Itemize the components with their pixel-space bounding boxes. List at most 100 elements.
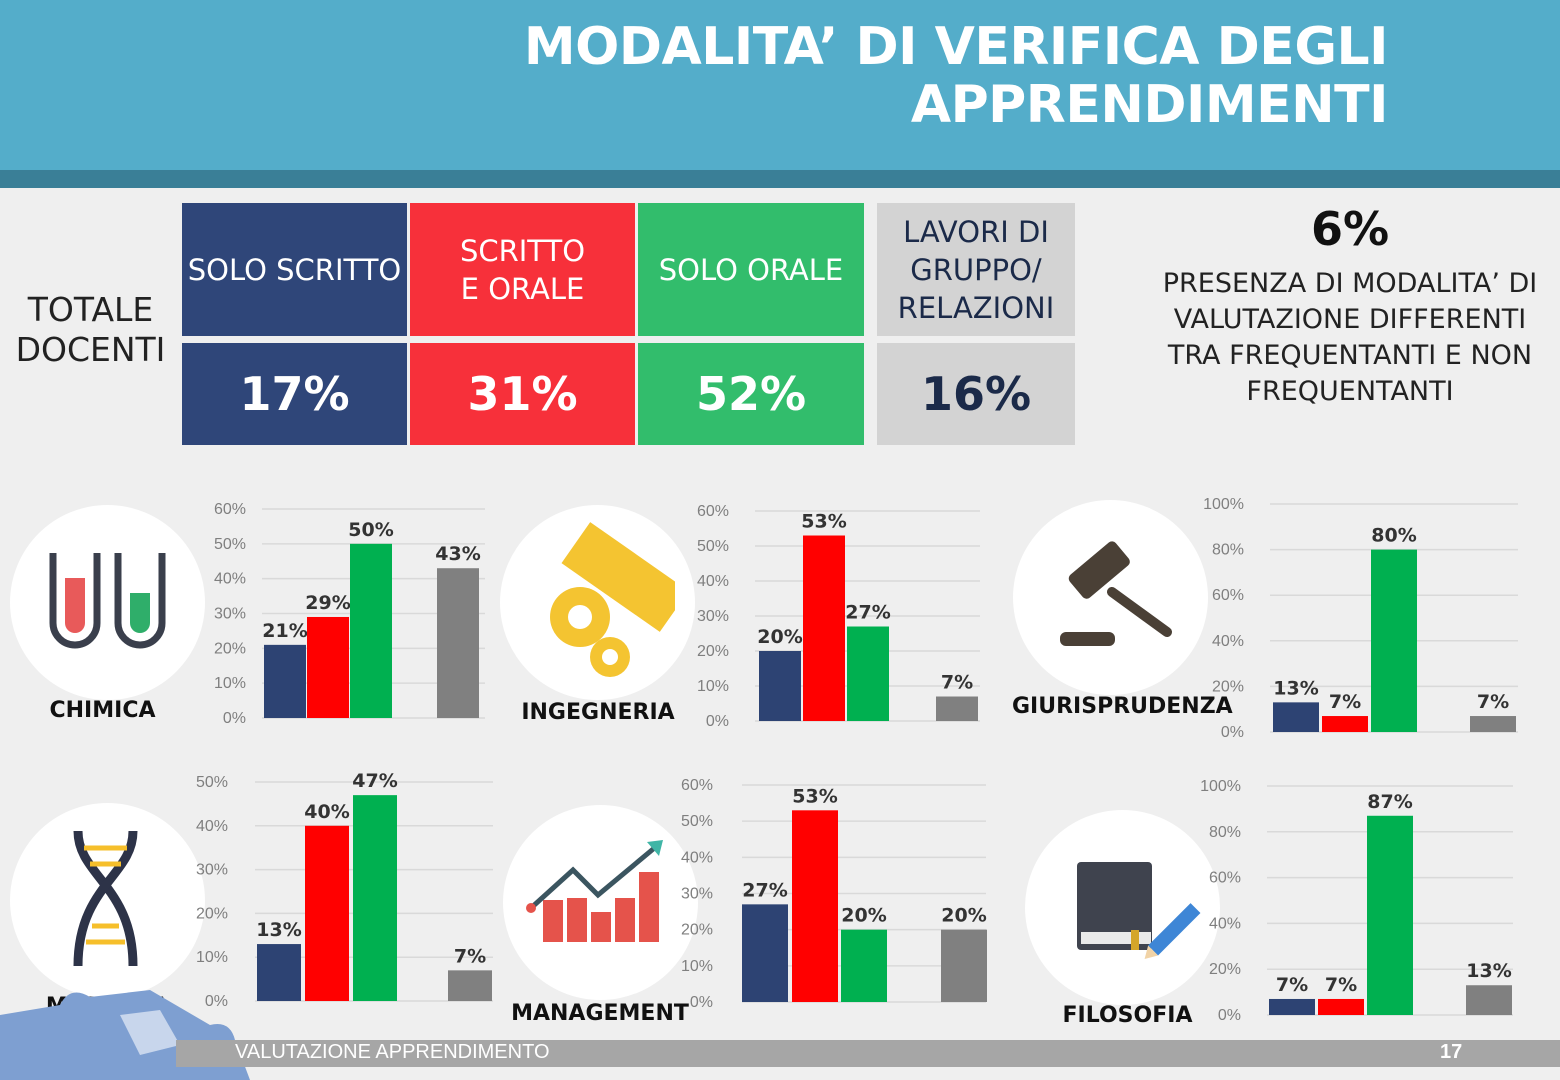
y-tick-label: 40% [1212,633,1244,650]
summary-head-scritto-orale: SCRITTO E ORALE [410,203,635,336]
bar-lavori-gruppo [437,568,479,718]
y-tick-label: 20% [1209,961,1241,978]
bar-solo-scritto [1273,702,1319,732]
y-tick-label: 10% [697,678,729,695]
bar-solo-scritto [1269,998,1315,1015]
totale-line-2: DOCENTI [15,330,166,369]
growth-chart-icon [526,840,663,942]
title-line-2: APPRENDIMENTI [910,75,1389,135]
bar-lavori-gruppo [941,929,987,1002]
data-label-lavori-gruppo: 7% [941,672,973,694]
header-band [0,0,1560,170]
y-tick-label: 60% [697,503,729,520]
data-label-solo-scritto: 13% [256,919,301,941]
y-tick-label: 80% [1212,542,1244,559]
label-ingegneria: INGEGNERIA [521,700,675,725]
label-giurisprudenza: GIURISPRUDENZA [1012,694,1233,719]
bar-scritto-orale [1322,716,1368,732]
totale-docenti-label: TOTALE DOCENTI [8,290,173,370]
y-tick-label: 50% [681,813,713,830]
data-label-lavori-gruppo: 43% [435,543,480,565]
data-label-scritto-orale: 7% [1329,691,1361,713]
y-tick-label: 0% [706,713,729,730]
page-number: 17 [1440,1041,1463,1063]
page-title: MODALITA’ DI VERIFICA DEGLI APPRENDIMENT… [388,17,1389,135]
bar-solo-orale [847,626,889,721]
medicina-circle [10,803,205,998]
data-label-scritto-orale: 53% [801,511,846,533]
y-tick-label: 50% [697,538,729,555]
y-tick-label: 40% [196,818,228,835]
data-label-lavori-gruppo: 20% [941,905,986,927]
data-label-solo-scritto: 13% [1273,677,1318,699]
bar-scritto-orale [803,535,845,721]
data-label-scritto-orale: 53% [792,785,837,807]
footer-text: VALUTAZIONE APPRENDIMENTO [235,1041,550,1063]
data-label-scritto-orale: 40% [304,801,349,823]
y-tick-label: 60% [1209,870,1241,887]
chart-management: 0% 10% 20% 30% 40% 50% 60% 27% 53% 20% 20% [681,777,987,1011]
summary-head-solo-scritto: SOLO SCRITTO [182,203,407,336]
totale-line-1: TOTALE [27,290,154,329]
y-tick-label: 20% [196,905,228,922]
y-tick-label: 30% [697,608,729,625]
data-label-solo-orale: 27% [845,602,890,624]
gears-ruler-icon [550,522,675,677]
data-label-lavori-gruppo: 7% [1477,691,1509,713]
bar-solo-scritto [759,651,801,721]
chart-giurisprudenza: 0% 20% 40% 60% 80% 100% 13% 7% 80% 7% [1203,496,1518,741]
summary-head-solo-orale: SOLO ORALE [638,203,864,336]
bar-scritto-orale [792,810,838,1002]
bar-solo-orale [1371,549,1417,732]
data-label-lavori-gruppo: 7% [454,945,486,967]
y-tick-label: 0% [223,710,246,727]
test-tubes-icon [49,553,166,649]
y-tick-label: 0% [205,993,228,1010]
giurisprudenza-circle [1013,500,1208,695]
y-tick-label: 60% [214,501,246,518]
summary-value-solo-scritto: 17% [182,343,407,445]
bar-lavori-gruppo [448,970,492,1001]
chart-chimica: 0% 10% 20% 30% 40% 50% 60% 21% 29% 50% 43% [214,501,485,727]
data-label-solo-scritto: 21% [262,620,307,642]
data-label-lavori-gruppo: 13% [1466,960,1511,982]
bar-lavori-gruppo [1470,716,1516,732]
chimica-circle [10,505,205,700]
gavel-icon [1060,541,1172,646]
y-tick-label: 60% [1212,587,1244,604]
y-tick-label: 30% [214,606,246,623]
bar-solo-scritto [257,944,301,1001]
data-label-scritto-orale: 7% [1325,974,1357,996]
bar-solo-scritto [264,644,306,718]
bar-solo-scritto [742,904,788,1002]
summary-value-scritto-orale: 31% [410,343,635,445]
y-tick-label: 20% [697,643,729,660]
label-management: MANAGEMENT [511,1001,689,1026]
y-tick-label: 50% [214,536,246,553]
data-label-solo-orale: 50% [348,519,393,541]
title-line-1: MODALITA’ DI VERIFICA DEGLI [523,17,1389,77]
bar-solo-orale [841,929,887,1002]
label-chimica: CHIMICA [49,698,156,723]
data-label-solo-orale: 47% [352,770,397,792]
y-tick-label: 60% [681,777,713,794]
presence-text: PRESENZA DI MODALITA’ DI VALUTAZIONE DIF… [1162,268,1538,407]
y-tick-label: 20% [214,640,246,657]
presence-value: 6% [1310,202,1390,256]
bar-scritto-orale [305,825,349,1001]
y-tick-label: 20% [1212,678,1244,695]
bar-solo-orale [1367,815,1413,1015]
chart-medicina: 0%10%20%30%40%50%13%40%47%7% [196,770,493,1010]
data-label-solo-orale: 20% [841,905,886,927]
data-label-solo-orale: 87% [1367,791,1412,813]
data-label-solo-scritto: 7% [1276,974,1308,996]
y-tick-label: 100% [1203,496,1244,513]
y-tick-label: 10% [196,949,228,966]
y-tick-label: 0% [1218,1007,1241,1024]
y-tick-label: 30% [681,886,713,903]
data-label-solo-scritto: 20% [757,626,802,648]
summary-value-solo-orale: 52% [638,343,864,445]
summary-value-lavori-gruppo: 16% [877,343,1075,445]
y-tick-label: 10% [681,958,713,975]
bar-lavori-gruppo [1466,985,1512,1015]
